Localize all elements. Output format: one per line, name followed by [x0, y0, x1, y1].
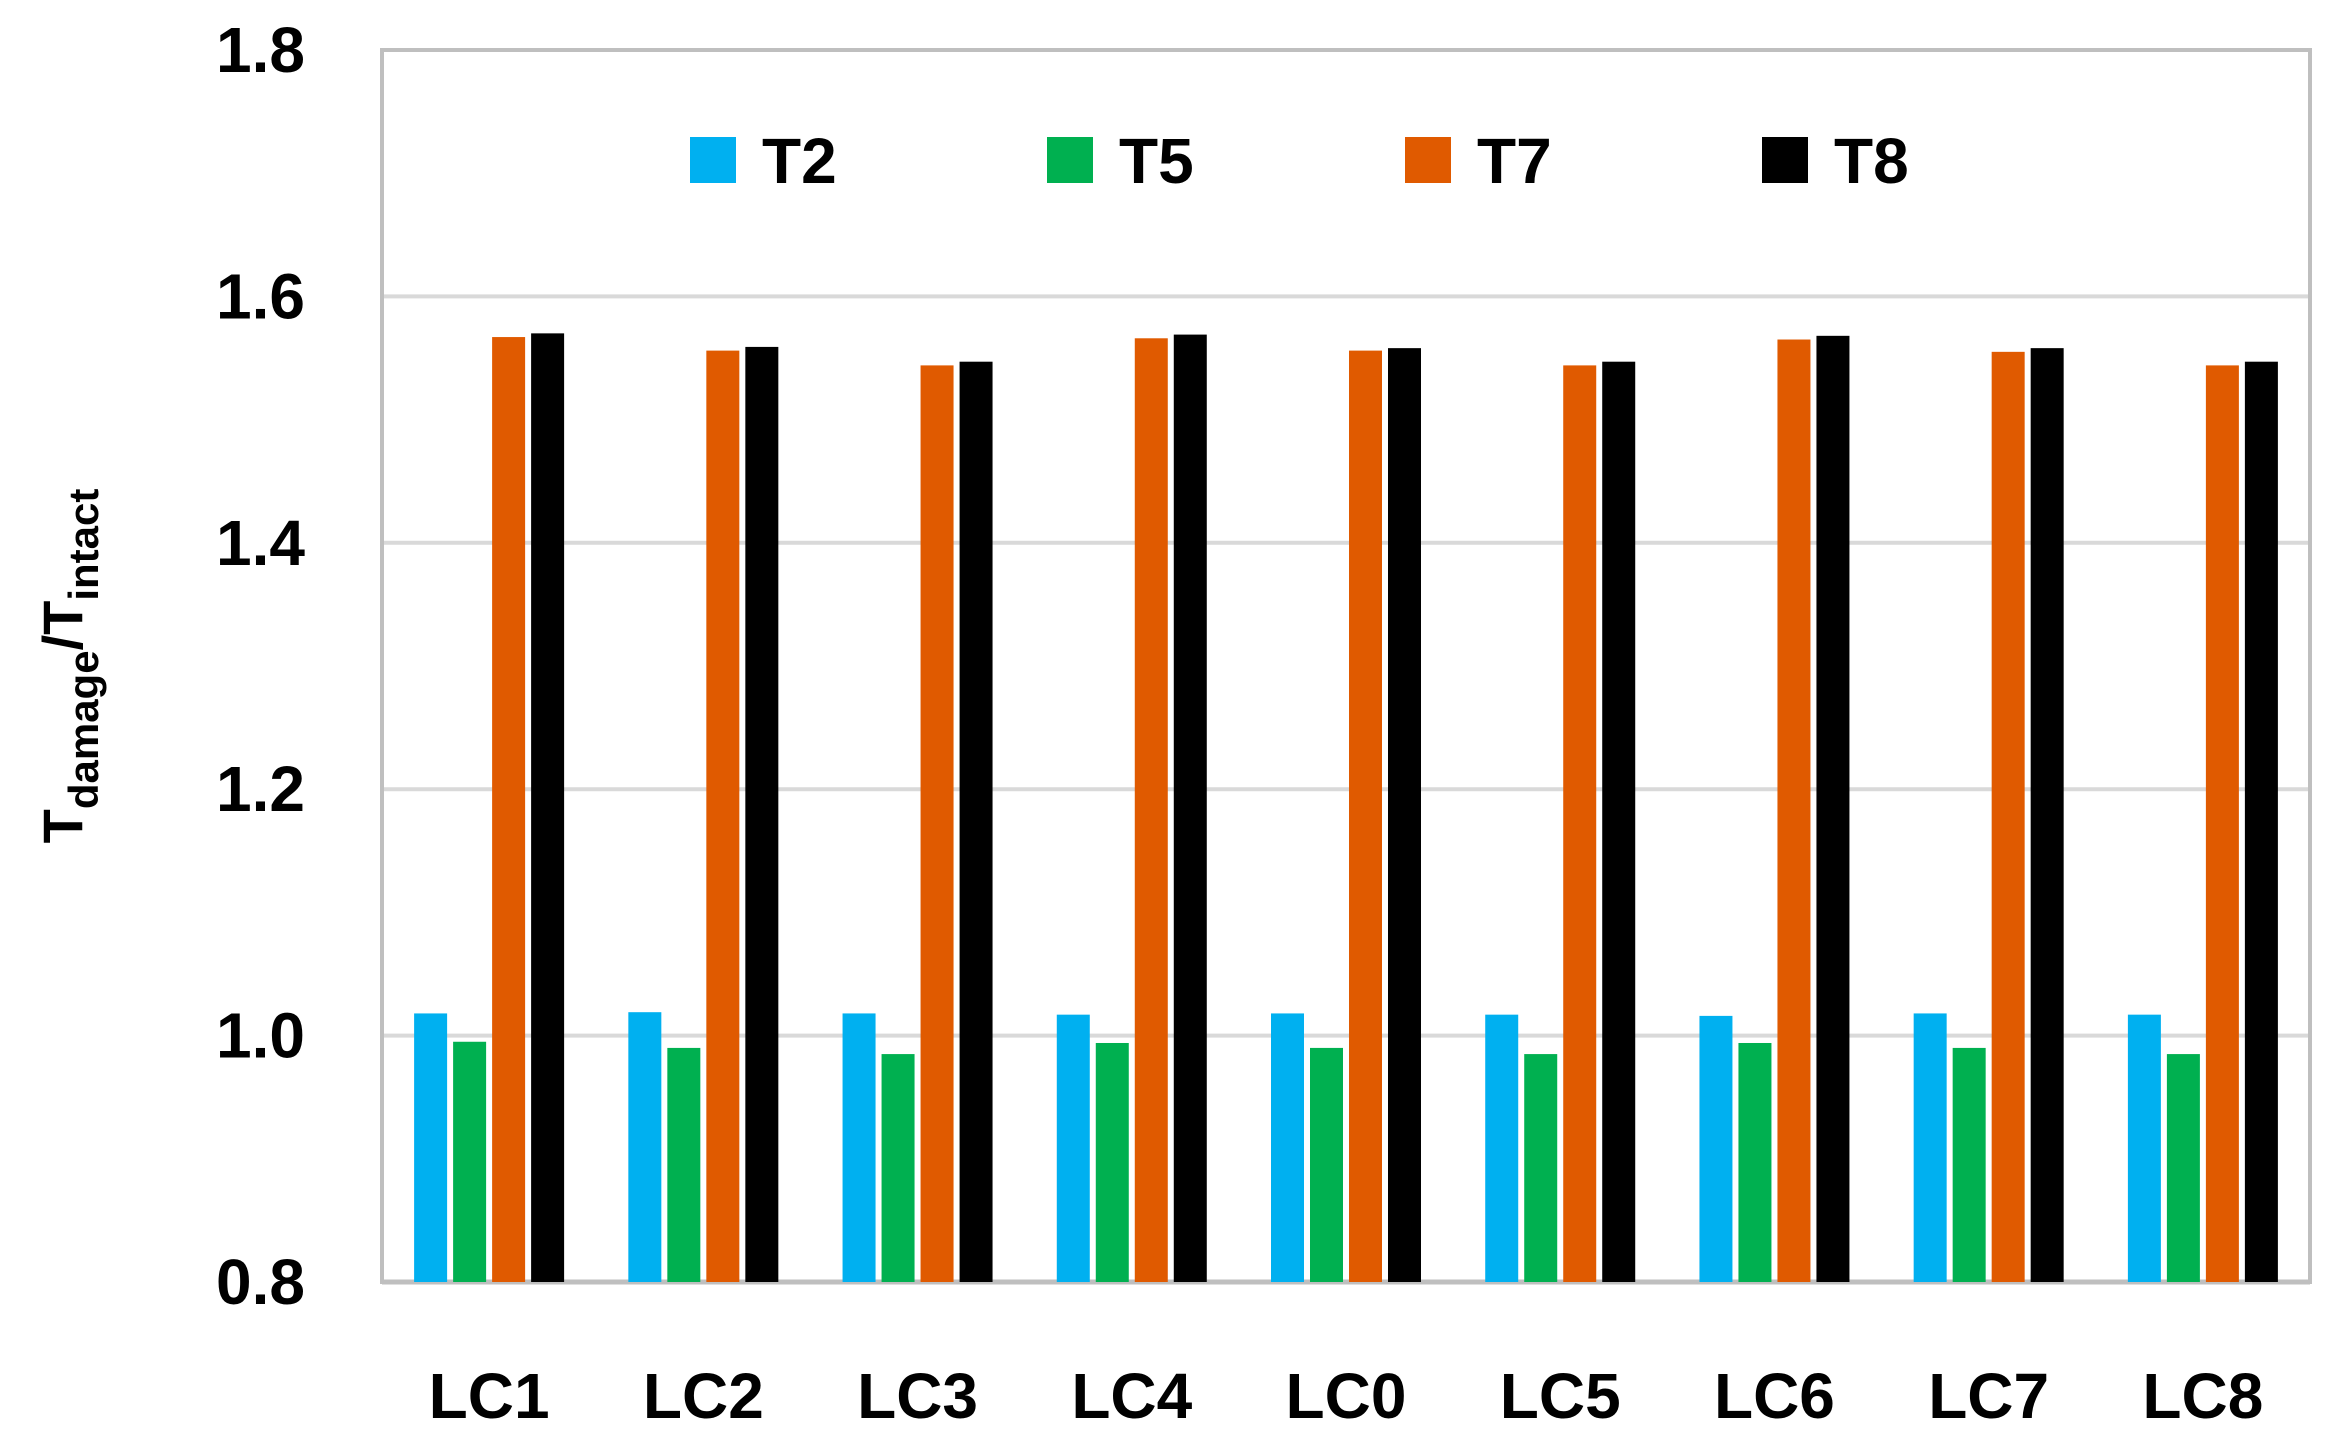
- legend-label-T7: T7: [1477, 125, 1552, 197]
- bar-T8-LC0: [1388, 348, 1421, 1282]
- bar-T7-LC6: [1777, 339, 1811, 1282]
- bar-T5-LC6: [1738, 1042, 1772, 1282]
- bar-T8-LC8: [2244, 361, 2278, 1282]
- bar-T7-LC8: [2205, 365, 2239, 1283]
- bar-T8-LC7: [2030, 348, 2064, 1282]
- legend-swatch-T2: [690, 137, 736, 183]
- legend-label-T8: T8: [1834, 125, 1909, 197]
- x-tick-label: LC5: [1500, 1360, 1621, 1432]
- y-tick-label: 1.8: [216, 14, 305, 86]
- bar-T2-LC0: [1271, 1013, 1304, 1282]
- bar-T5-LC4: [1095, 1042, 1129, 1282]
- y-tick-label: 0.8: [216, 1246, 305, 1318]
- y-tick-label: 1.4: [216, 507, 305, 579]
- y-tick-label: 1.6: [216, 260, 305, 332]
- y-axis-label: Tdamage/Tintact: [31, 489, 107, 844]
- bar-T2-LC1: [414, 1013, 448, 1282]
- legend-swatch-T7: [1405, 137, 1451, 183]
- bar-T2-LC7: [1913, 1013, 1947, 1282]
- bar-T7-LC0: [1349, 350, 1382, 1282]
- bar-T7-LC3: [920, 365, 954, 1283]
- bar-T8-LC4: [1173, 334, 1207, 1282]
- x-tick-label: LC3: [857, 1360, 978, 1432]
- legend-swatch-T5: [1047, 137, 1093, 183]
- bar-T5-LC3: [881, 1054, 915, 1282]
- bar-T2-LC4: [1056, 1014, 1090, 1282]
- plot-area-frame: [380, 48, 2312, 1284]
- bar-T7-LC7: [1991, 351, 2025, 1283]
- bar-T5-LC1: [453, 1041, 487, 1282]
- bar-T2-LC8: [2127, 1014, 2161, 1282]
- x-tick-label: LC6: [1714, 1360, 1835, 1432]
- bar-T5-LC0: [1310, 1047, 1343, 1282]
- x-axis-categories: LC1 LC2 LC3 LC4 LC0 LC5 LC6 LC7 LC8: [429, 1360, 2264, 1432]
- legend-label-T5: T5: [1119, 125, 1194, 197]
- bar-T2-LC3: [842, 1013, 876, 1282]
- bar-T7-LC1: [492, 337, 526, 1282]
- x-tick-label: LC2: [643, 1360, 764, 1432]
- legend-swatch-T8: [1762, 137, 1808, 183]
- bar-T8-LC6: [1816, 335, 1850, 1283]
- legend-label-T2: T2: [762, 125, 837, 197]
- x-tick-label: LC1: [429, 1360, 550, 1432]
- x-tick-label: LC7: [1928, 1360, 2049, 1432]
- y-tick-label: 1.0: [216, 1000, 305, 1072]
- bar-T7-LC5: [1563, 365, 1597, 1283]
- bar-T5-LC7: [1952, 1047, 1986, 1282]
- x-tick-label: LC4: [1071, 1360, 1192, 1432]
- bar-T5-LC5: [1524, 1054, 1558, 1282]
- bar-T7-LC4: [1134, 338, 1168, 1283]
- bar-T2-LC6: [1699, 1015, 1733, 1282]
- bar-T8-LC3: [959, 361, 993, 1282]
- bar-T7-LC2: [706, 350, 740, 1282]
- bar-T5-LC8: [2166, 1054, 2200, 1282]
- bar-T8-LC2: [745, 346, 779, 1282]
- x-tick-label: LC0: [1286, 1360, 1407, 1432]
- legend: T2 T5 T7 T8: [690, 125, 1909, 197]
- bar-T2-LC5: [1485, 1014, 1519, 1282]
- bar-T8-LC5: [1602, 361, 1636, 1282]
- bars: [414, 333, 2278, 1283]
- x-tick-label: LC8: [2142, 1360, 2263, 1432]
- y-axis-ticks: 0.8 1.0 1.2 1.4 1.6 1.8: [216, 14, 305, 1318]
- bar-T5-LC2: [667, 1047, 701, 1282]
- bar-T8-LC1: [531, 333, 565, 1282]
- bar-T2-LC2: [628, 1012, 662, 1282]
- y-tick-label: 1.2: [216, 753, 305, 825]
